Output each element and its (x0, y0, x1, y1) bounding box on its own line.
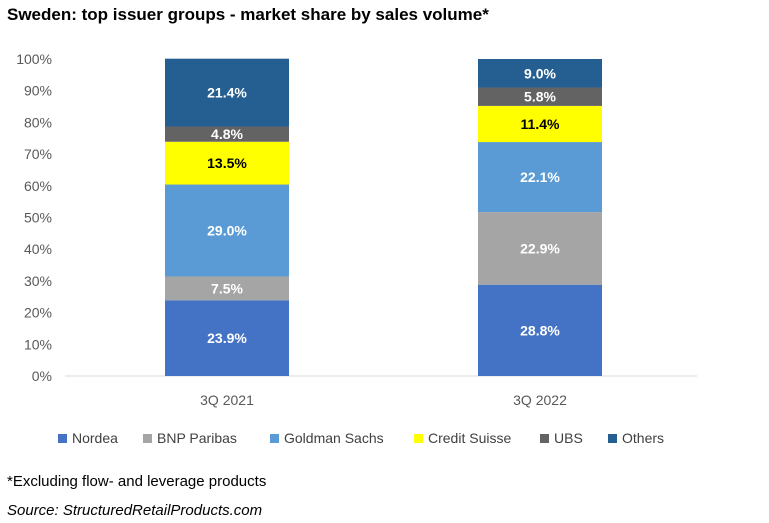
y-tick-label: 60% (24, 178, 52, 194)
legend-item-others: Others (608, 430, 664, 446)
bar-segment-bnp-paribas (165, 276, 289, 301)
y-tick-label: 50% (24, 210, 52, 226)
legend-item-bnp-paribas: BNP Paribas (143, 430, 237, 446)
data-label: 22.9% (520, 240, 560, 256)
legend-item-credit-suisse: Credit Suisse (414, 430, 511, 446)
bar-segment-others (478, 59, 602, 88)
legend-item-nordea: Nordea (58, 430, 118, 446)
bar-segment-bnp-paribas (478, 212, 602, 285)
y-tick-label: 20% (24, 305, 52, 321)
data-label: 28.8% (520, 322, 560, 338)
legend-swatch (270, 433, 279, 443)
legend-swatch (414, 433, 423, 443)
bar-segment-others (165, 58, 289, 127)
bar-segment-goldman-sachs (478, 142, 602, 213)
chart-title: Sweden: top issuer groups - market share… (7, 5, 489, 24)
data-label: 5.8% (524, 89, 556, 105)
y-tick-label: 70% (24, 146, 52, 162)
legend-swatch (540, 433, 549, 443)
y-tick-label: 80% (24, 114, 52, 130)
y-tick-label: 100% (16, 51, 52, 67)
legend-item-ubs: UBS (540, 430, 583, 446)
bar-segment-ubs (165, 126, 289, 142)
data-label: 13.5% (207, 155, 247, 171)
stacked-bar-chart: 0% 10% 20% 30% 40% 50% 60% 70% 80% 90% 100% 23.9% 7.… (16, 51, 697, 408)
data-label: 22.1% (520, 169, 560, 185)
data-label: 11.4% (521, 116, 560, 132)
data-label: 9.0% (524, 65, 556, 81)
source-note: Source: StructuredRetailProducts.com (7, 502, 263, 519)
data-label: 21.4% (207, 85, 247, 101)
chart-legend: Nordea BNP Paribas Goldman Sachs Credit Sui… (0, 430, 769, 450)
bar-segment-nordea (478, 284, 602, 376)
legend-label: Nordea (72, 430, 118, 446)
y-tick-label: 90% (24, 83, 52, 99)
data-label: 7.5% (211, 280, 243, 296)
data-label: 4.8% (211, 126, 243, 142)
legend-label: Others (622, 430, 665, 446)
legend-swatch (143, 433, 152, 443)
data-label: 23.9% (207, 330, 247, 346)
y-tick-label: 40% (24, 241, 52, 257)
footnote: *Excluding flow- and leverage products (7, 473, 267, 490)
legend-item-goldman-sachs: Goldman Sachs (270, 430, 384, 446)
legend-label: BNP Paribas (157, 430, 237, 446)
legend-label: Credit Suisse (428, 430, 512, 446)
legend-swatch (608, 433, 617, 443)
bar-segment-credit-suisse (478, 105, 602, 143)
bar-segment-nordea (165, 300, 289, 376)
data-label: 29.0% (207, 222, 247, 238)
bar-segment-goldman-sachs (165, 184, 289, 277)
x-tick-label: 3Q 2022 (513, 392, 567, 408)
bar-segment-credit-suisse (165, 141, 289, 185)
y-tick-label: 30% (24, 273, 52, 289)
y-tick-label: 0% (32, 368, 52, 384)
x-tick-label: 3Q 2021 (200, 392, 254, 408)
legend-label: Goldman Sachs (284, 430, 384, 446)
legend-swatch (58, 433, 67, 443)
bar-segment-ubs (478, 87, 602, 106)
legend-label: UBS (554, 430, 583, 446)
y-tick-label: 10% (24, 336, 52, 352)
